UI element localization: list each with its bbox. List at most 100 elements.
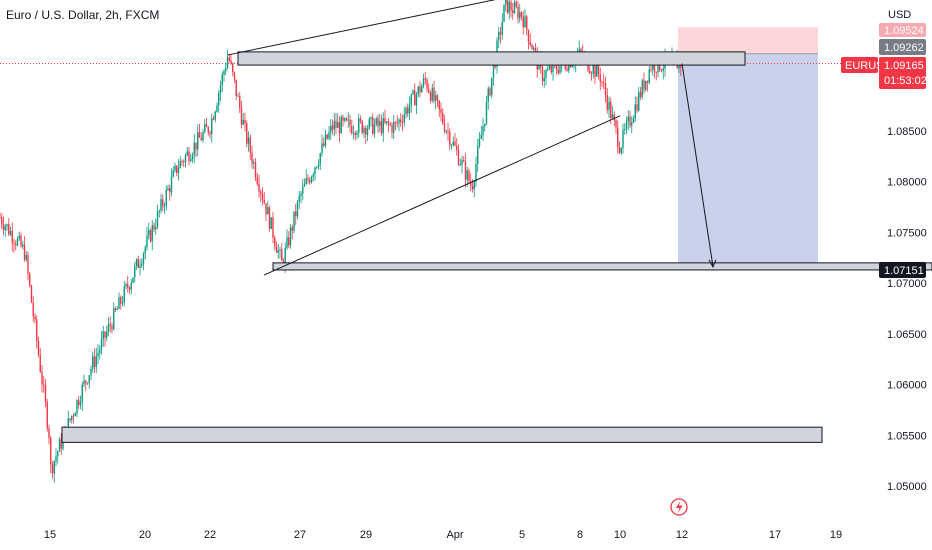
candle (51, 461, 54, 479)
stop-level-tag: 1.09524 (879, 23, 926, 37)
candle (384, 109, 386, 125)
candle (8, 218, 10, 236)
candle (258, 174, 260, 198)
candle (510, 0, 512, 18)
candle (449, 128, 451, 151)
candle (79, 395, 82, 410)
candle (226, 49, 229, 70)
candle (100, 330, 103, 355)
candle (130, 279, 132, 295)
x-tick-label: 17 (769, 529, 781, 541)
candle (86, 382, 89, 386)
candle (428, 83, 430, 94)
candle (342, 114, 344, 127)
candle (99, 345, 101, 360)
candle (23, 236, 26, 262)
candle (492, 64, 495, 86)
svg-text:1.09262: 1.09262 (884, 42, 924, 54)
candle (123, 280, 125, 307)
candle (373, 118, 376, 138)
candle (358, 113, 360, 138)
svg-text:1.09165: 1.09165 (884, 60, 924, 72)
axes: 1.05000 1.05500 1.06000 1.06500 1.07000 1.075… (44, 9, 927, 541)
candle (618, 141, 621, 154)
candle (1, 213, 3, 229)
candle (629, 110, 631, 129)
candle (375, 116, 377, 127)
candle (359, 115, 362, 124)
candle (200, 132, 202, 141)
candle (314, 166, 316, 181)
candle (132, 277, 134, 284)
candle (660, 68, 663, 73)
candle (267, 201, 269, 215)
candle (319, 152, 321, 171)
candle (459, 158, 461, 167)
candle (627, 109, 629, 131)
candle (44, 379, 47, 408)
candle (219, 80, 222, 102)
candle (338, 116, 341, 143)
candle (429, 90, 432, 104)
candle (526, 14, 528, 36)
entry-level-tag: 1.09262 (879, 39, 926, 55)
candle (440, 102, 442, 122)
candle (197, 124, 199, 157)
candle (641, 78, 643, 100)
candle (636, 96, 638, 114)
candle (221, 71, 223, 92)
price-tags: 1.095241.09262EURUSD1.0916501:53:021.071… (841, 23, 927, 278)
candle (20, 232, 22, 248)
candle (22, 241, 24, 250)
candle (438, 100, 440, 118)
candle (485, 95, 488, 126)
candle (464, 153, 467, 188)
candle (337, 113, 339, 128)
candle (102, 325, 104, 347)
candle (632, 115, 635, 124)
candle (139, 258, 141, 276)
candle (393, 115, 395, 140)
candle (242, 113, 244, 126)
last-price-tag: 1.09165 01:53:02 (879, 57, 927, 89)
candle (515, 0, 517, 9)
candle (272, 212, 274, 244)
candle (92, 351, 94, 373)
candle (372, 113, 374, 135)
candle (29, 272, 31, 288)
symbol-title[interactable]: Euro / U.S. Dollar, 2h, FXCM (6, 8, 160, 22)
candle (323, 137, 325, 148)
candle (198, 123, 201, 138)
candle (599, 67, 601, 91)
candle (361, 120, 363, 135)
candle (74, 411, 76, 417)
candle (365, 125, 367, 144)
candle (163, 202, 166, 214)
candle (541, 64, 544, 86)
candle (328, 126, 330, 141)
candle (167, 184, 169, 191)
candle (281, 243, 283, 262)
candle (643, 72, 645, 94)
candle (46, 399, 48, 432)
candle (127, 275, 129, 293)
candle (55, 448, 57, 467)
candle (246, 120, 248, 148)
candle (104, 330, 106, 347)
candle (463, 156, 465, 163)
candle (634, 96, 636, 122)
candle (11, 222, 13, 252)
candle (527, 29, 530, 50)
candle (379, 113, 381, 133)
candle (611, 106, 614, 119)
candle (405, 105, 407, 119)
candle (431, 83, 433, 103)
candle (146, 226, 148, 251)
candle (288, 231, 290, 249)
candle (433, 81, 435, 104)
candle (76, 399, 78, 418)
candle (149, 228, 152, 243)
candle (295, 203, 297, 226)
